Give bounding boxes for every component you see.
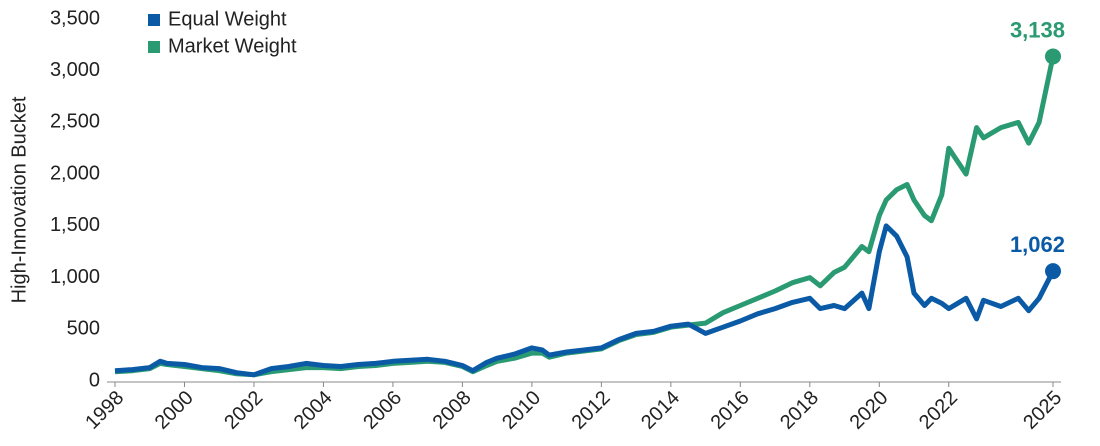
y-tick-label: 500 bbox=[67, 318, 100, 340]
legend-label: Equal Weight bbox=[168, 8, 287, 30]
x-tick-label: 2012 bbox=[568, 387, 615, 434]
x-tick-label: 2018 bbox=[776, 387, 823, 434]
x-tick-label: 2025 bbox=[1019, 387, 1066, 434]
end-point bbox=[1045, 263, 1061, 280]
x-tick-label: 2002 bbox=[220, 387, 267, 434]
x-tick-label: 2020 bbox=[846, 387, 893, 434]
y-tick-label: 2,500 bbox=[50, 111, 100, 133]
legend-swatch bbox=[148, 14, 160, 26]
x-tick-label: 1998 bbox=[81, 387, 128, 434]
end-label: 1,062 bbox=[1010, 232, 1065, 257]
end-point bbox=[1045, 48, 1061, 65]
legend-swatch bbox=[148, 41, 160, 53]
y-tick-label: 1,500 bbox=[50, 214, 100, 236]
y-tick-label: 0 bbox=[89, 369, 100, 391]
y-tick-label: 3,000 bbox=[50, 59, 100, 81]
y-tick-label: 1,000 bbox=[50, 266, 100, 288]
x-tick-label: 2006 bbox=[359, 387, 406, 434]
x-tick-label: 2000 bbox=[151, 387, 198, 434]
x-tick-label: 2014 bbox=[637, 387, 684, 434]
x-tick-label: 2016 bbox=[707, 387, 754, 434]
x-tick-label: 2022 bbox=[915, 387, 962, 434]
series-line bbox=[114, 55, 1056, 378]
end-label: 3,138 bbox=[1010, 17, 1065, 42]
y-tick-label: 2,000 bbox=[50, 162, 100, 184]
legend-label: Market Weight bbox=[168, 35, 297, 57]
y-axis-label: High-Innovation Bucket bbox=[8, 96, 30, 303]
series-line bbox=[114, 223, 1056, 378]
y-tick-label: 3,500 bbox=[50, 7, 100, 29]
x-tick-label: 2004 bbox=[290, 387, 337, 434]
x-tick-label: 2008 bbox=[429, 387, 476, 434]
x-tick-label: 2010 bbox=[498, 387, 545, 434]
